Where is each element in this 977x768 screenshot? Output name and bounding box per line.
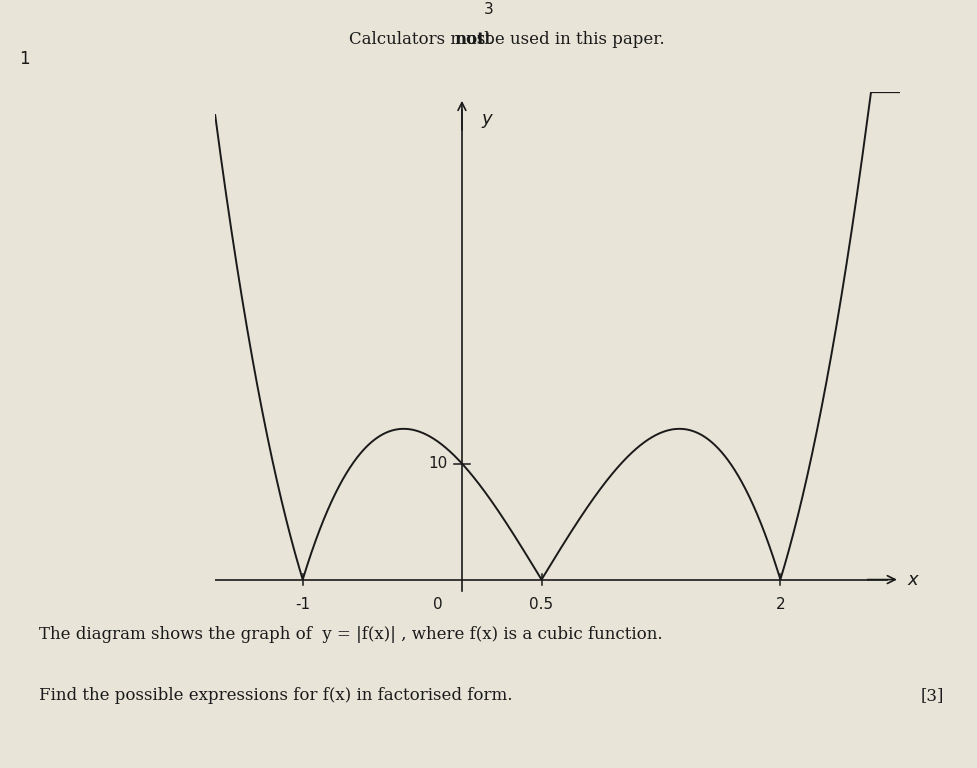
Text: 0: 0 [433,598,443,612]
Text: 2: 2 [775,598,785,612]
Text: y: y [481,110,491,127]
Text: 1: 1 [20,50,30,68]
Text: Find the possible expressions for f(x) in factorised form.: Find the possible expressions for f(x) i… [39,687,512,704]
Text: [3]: [3] [919,687,943,704]
Text: Calculators must: Calculators must [349,31,497,48]
Text: The diagram shows the graph of  y = |f(x)| , where f(x) is a cubic function.: The diagram shows the graph of y = |f(x)… [39,626,662,643]
Text: x: x [907,571,917,588]
Text: be used in this paper.: be used in this paper. [479,31,664,48]
Text: 3: 3 [484,2,493,18]
Text: 0.5: 0.5 [529,598,553,612]
Text: not: not [453,31,485,48]
Text: 10: 10 [428,456,446,471]
Text: -1: -1 [295,598,310,612]
